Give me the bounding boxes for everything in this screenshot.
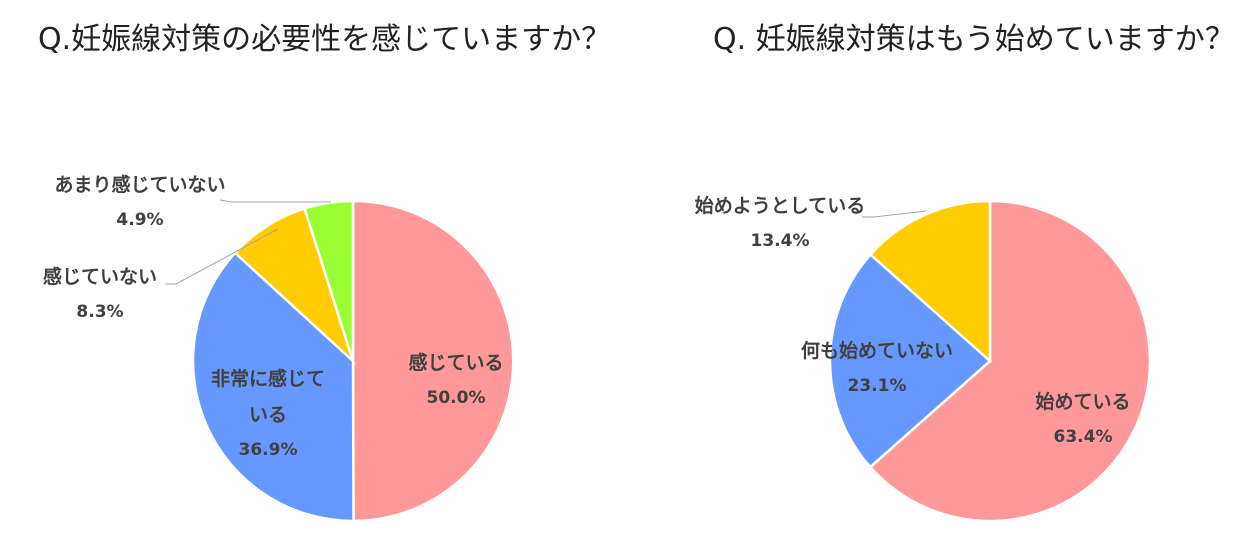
chart2-slice-percent-2: 23.1% <box>848 376 907 396</box>
chart1-slice-label-2-line-1: 非常に感じて <box>211 367 325 390</box>
chart1-slice-percent-3: 8.3% <box>76 302 123 322</box>
chart1-slice-4 <box>302 199 355 362</box>
chart1-slice-label-2-line-2: いる <box>249 404 287 426</box>
pie-chart-2: 始めている 63.4% 何も始めていない 23.1% 始めようとしている 13.4% <box>695 194 1152 523</box>
chart2-leader-line-3 <box>862 210 927 218</box>
chart1-title: Q.妊娠線対策の必要性を感じていますか？ <box>38 22 612 57</box>
chart2-slice-percent-3: 13.4% <box>751 231 810 251</box>
chart2-slice-label-3: 始めようとしている <box>695 194 865 217</box>
chart2-slice-2 <box>828 252 992 469</box>
chart2-slice-label-2: 何も始めていない <box>801 339 953 362</box>
chart1-slice-1 <box>351 199 515 523</box>
chart1-slice-percent-1: 50.0% <box>427 388 486 408</box>
chart1-slice-percent-2: 36.9% <box>239 440 298 460</box>
chart2-title: Q. 妊娠線対策はもう始めていますか？ <box>713 22 1235 57</box>
chart1-slice-label-3: 感じていない <box>43 265 157 288</box>
chart1-leader-line-4 <box>219 199 331 203</box>
chart2-slice-label-1: 始めている <box>1035 390 1130 413</box>
chart2-slice-1 <box>868 199 1152 523</box>
chart1-slice-2 <box>191 251 355 523</box>
chart1-slice-percent-4: 4.9% <box>116 210 163 230</box>
chart1-slice-label-4: あまり感じていない <box>54 173 225 196</box>
chart1-leader-line-3 <box>165 228 279 285</box>
chart2-slice-percent-1: 63.4% <box>1054 427 1113 447</box>
chart2-slice-3 <box>868 199 992 364</box>
chart1-slice-label-1: 感じている <box>408 351 503 374</box>
